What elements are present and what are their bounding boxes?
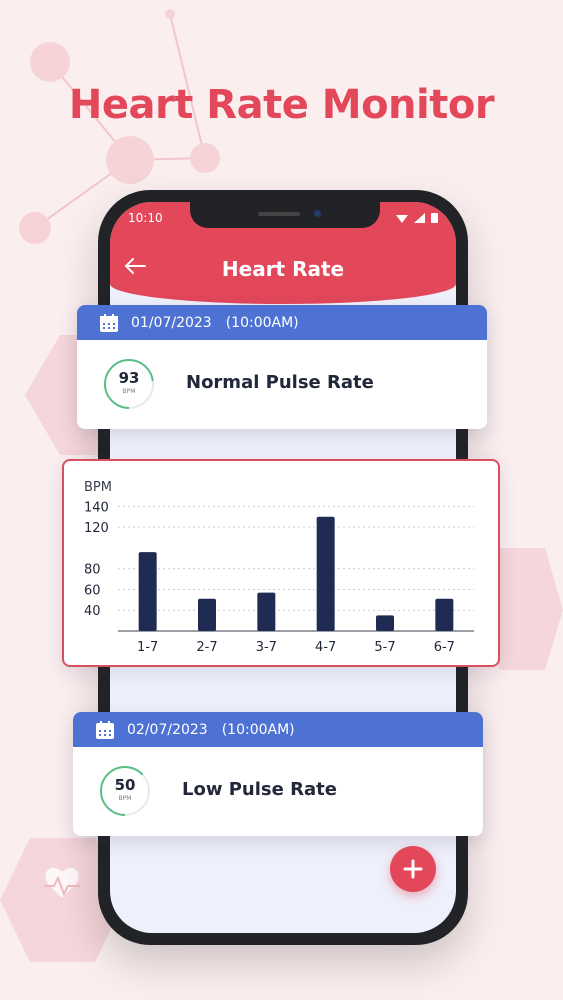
pulse-status: Low Pulse Rate: [182, 779, 337, 800]
bpm-unit: BPM: [118, 795, 132, 802]
record-time: (10:00AM): [221, 721, 295, 738]
bpm-unit: BPM: [122, 388, 136, 395]
bar: [198, 598, 216, 631]
headline: Heart Rate Monitor: [68, 82, 495, 128]
x-tick-label: 1-7: [137, 640, 158, 655]
battery-icon: [431, 213, 438, 223]
bpm-ring: 93 BPM: [103, 358, 155, 410]
add-record-button[interactable]: [390, 846, 436, 892]
plus-icon: [403, 859, 423, 879]
x-tick-label: 6-7: [434, 640, 455, 655]
phone-notch: [190, 202, 380, 228]
bpm-value: 93: [118, 369, 140, 387]
bar: [257, 592, 276, 631]
app-title: Heart Rate: [221, 257, 345, 281]
bar: [376, 615, 394, 631]
status-time: 10:10: [128, 211, 163, 225]
bpm-ring: 50 BPM: [99, 765, 151, 817]
y-tick-label: 60: [84, 583, 101, 598]
bar: [138, 552, 157, 631]
y-tick-label: 120: [84, 521, 109, 536]
record-time: (10:00AM): [225, 314, 299, 331]
status-icons: [396, 212, 438, 223]
signal-icon: [414, 212, 425, 223]
bpm-chart-svg: BPM 40 60 80 120 140 1-7 2-7 3-7 4-7 5-7 6-7: [84, 480, 474, 655]
calendar-icon: [100, 313, 118, 332]
record-header: 02/07/2023 (10:00AM): [73, 712, 483, 747]
wifi-icon: [396, 214, 408, 223]
x-tick-label: 3-7: [256, 640, 277, 655]
pulse-status: Normal Pulse Rate: [186, 372, 374, 393]
bpm-value: 50: [114, 776, 136, 794]
record-card-1[interactable]: 01/07/2023 (10:00AM) 93 BPM Normal Pulse…: [77, 305, 487, 429]
calendar-icon: [96, 720, 114, 739]
bpm-chart: BPM 40 60 80 120 140 1-7 2-7 3-7 4-7 5-7 6-7: [62, 459, 500, 667]
bar: [316, 516, 335, 631]
record-header: 01/07/2023 (10:00AM): [77, 305, 487, 340]
y-tick-label: 40: [84, 604, 101, 619]
arrow-left-icon: [124, 258, 146, 274]
y-tick-label: 80: [84, 563, 101, 578]
x-tick-label: 4-7: [315, 640, 336, 655]
x-tick-label: 5-7: [374, 640, 395, 655]
bar: [435, 598, 454, 631]
y-axis-label: BPM: [84, 480, 112, 495]
record-date: 01/07/2023: [131, 314, 212, 331]
y-tick-label: 140: [84, 500, 109, 515]
back-button[interactable]: [124, 257, 146, 280]
record-date: 02/07/2023: [127, 721, 208, 738]
record-card-2[interactable]: 02/07/2023 (10:00AM) 50 BPM Low Pulse Ra…: [73, 712, 483, 836]
x-tick-label: 2-7: [196, 640, 217, 655]
